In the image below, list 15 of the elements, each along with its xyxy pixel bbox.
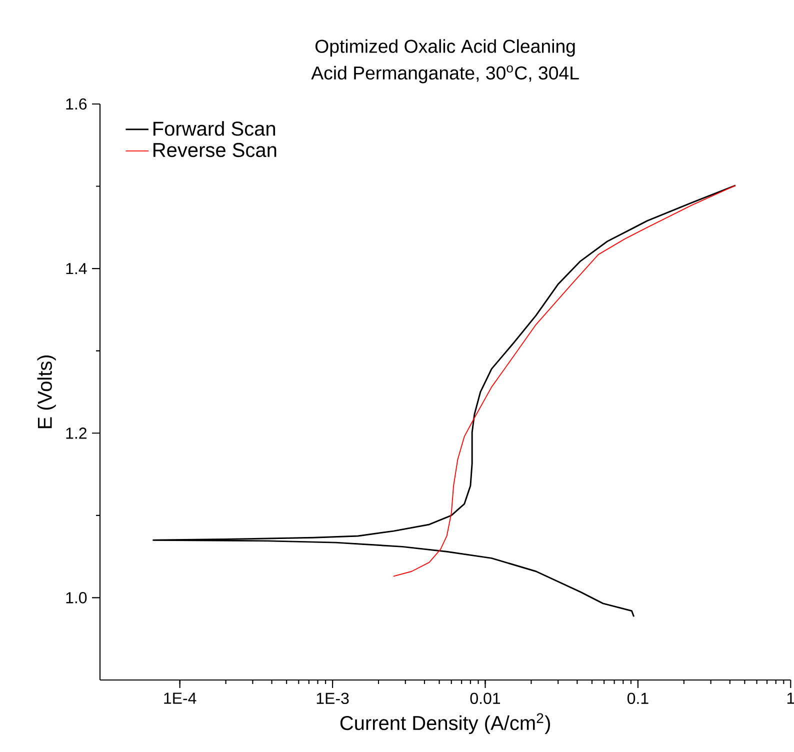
- y-axis-title: E (Volts): [37, 355, 56, 428]
- legend-label: Forward Scan: [154, 121, 276, 136]
- x-tick-label: 0.01: [470, 692, 500, 704]
- x-tick-label: 1E-4: [164, 692, 196, 704]
- chart-title: Optimized Oxalic Acid Cleaning: [315, 39, 575, 57]
- x-tick-label: 1E-3: [316, 692, 349, 704]
- x-axis-title: Current Density (A/cm$^{2}$): [340, 713, 550, 734]
- y-tick-label: 1.2: [66, 428, 86, 439]
- chart-subtitle: Acid Permanganate, 30$^{o}$C, 304L: [311, 65, 579, 84]
- legend-label: Reverse Scan: [154, 142, 276, 158]
- x-tick-label: 0.1: [627, 692, 648, 704]
- y-tick-label: 1.6: [66, 98, 87, 110]
- y-tick-label: 1.0: [66, 592, 87, 604]
- y-tick-label: 1.4: [66, 263, 87, 274]
- x-tick-label: 1: [787, 692, 794, 704]
